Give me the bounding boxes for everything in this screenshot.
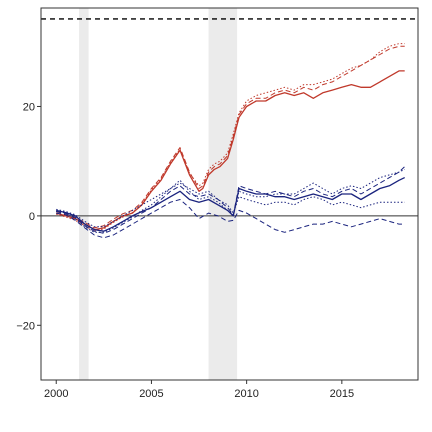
x-tick-label: 2015: [330, 388, 354, 400]
shaded-periods: [79, 8, 238, 380]
series-line-7: [56, 182, 405, 228]
x-axis: 2000 2005 2010 2015: [44, 380, 354, 400]
x-tick-label: 2000: [44, 388, 68, 400]
series-line-4: [56, 177, 405, 232]
y-tick-label: −20: [16, 320, 35, 332]
x-tick-label: 2010: [234, 388, 258, 400]
series-line-8: [56, 168, 405, 233]
shaded-period-2: [208, 8, 238, 380]
y-tick-label: 0: [29, 211, 35, 223]
y-tick-label: 20: [23, 101, 35, 113]
series-lines: [56, 43, 406, 239]
series-line-6: [56, 199, 405, 239]
shaded-period-1: [79, 8, 89, 380]
y-axis: −20 0 20: [16, 101, 41, 332]
series-line-3: [56, 43, 405, 232]
series-line-5: [56, 166, 406, 234]
reference-lines: [41, 18, 418, 217]
series-line-2: [56, 45, 405, 229]
plot-frame: [40, 7, 419, 381]
x-tick-label: 2005: [139, 388, 163, 400]
